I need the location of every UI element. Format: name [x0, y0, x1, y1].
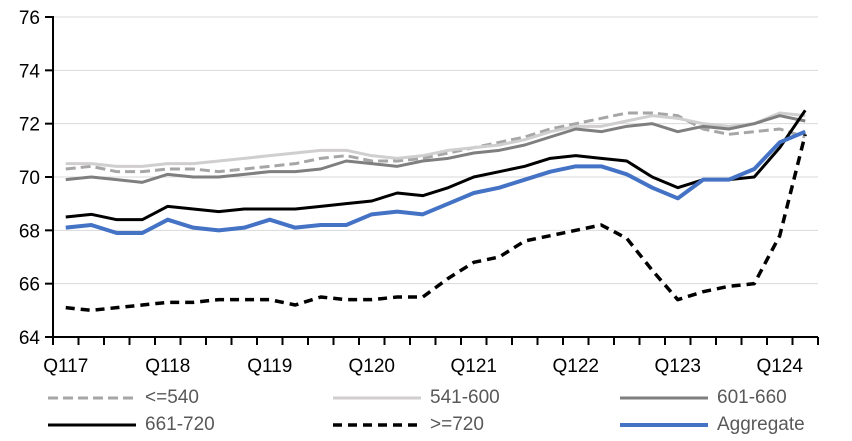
y-tick-label: 72	[19, 115, 40, 136]
x-tick-label: Q120	[349, 356, 395, 377]
x-tick-label: Q124	[757, 356, 804, 377]
series-line-541-600	[65, 111, 806, 168]
y-tick-label: 68	[19, 221, 40, 242]
y-tick-label: 70	[19, 168, 40, 189]
x-tick-label: Q121	[451, 356, 497, 377]
x-tick-label: Q117	[43, 356, 88, 377]
series-line-661-720	[65, 109, 807, 222]
y-tick-label: 74	[19, 61, 41, 82]
series-line-aggregate	[65, 129, 807, 235]
x-tick-label: Q119	[247, 356, 292, 377]
y-tick-label: 64	[19, 328, 41, 349]
x-tick-label: Q122	[553, 356, 599, 377]
x-tick-label: Q123	[655, 356, 701, 377]
x-tick-label: Q118	[145, 356, 190, 377]
y-tick-label: 76	[19, 8, 40, 29]
series-line-601-660	[65, 114, 806, 184]
series-line--720	[65, 133, 807, 313]
y-tick-label: 66	[19, 275, 40, 296]
